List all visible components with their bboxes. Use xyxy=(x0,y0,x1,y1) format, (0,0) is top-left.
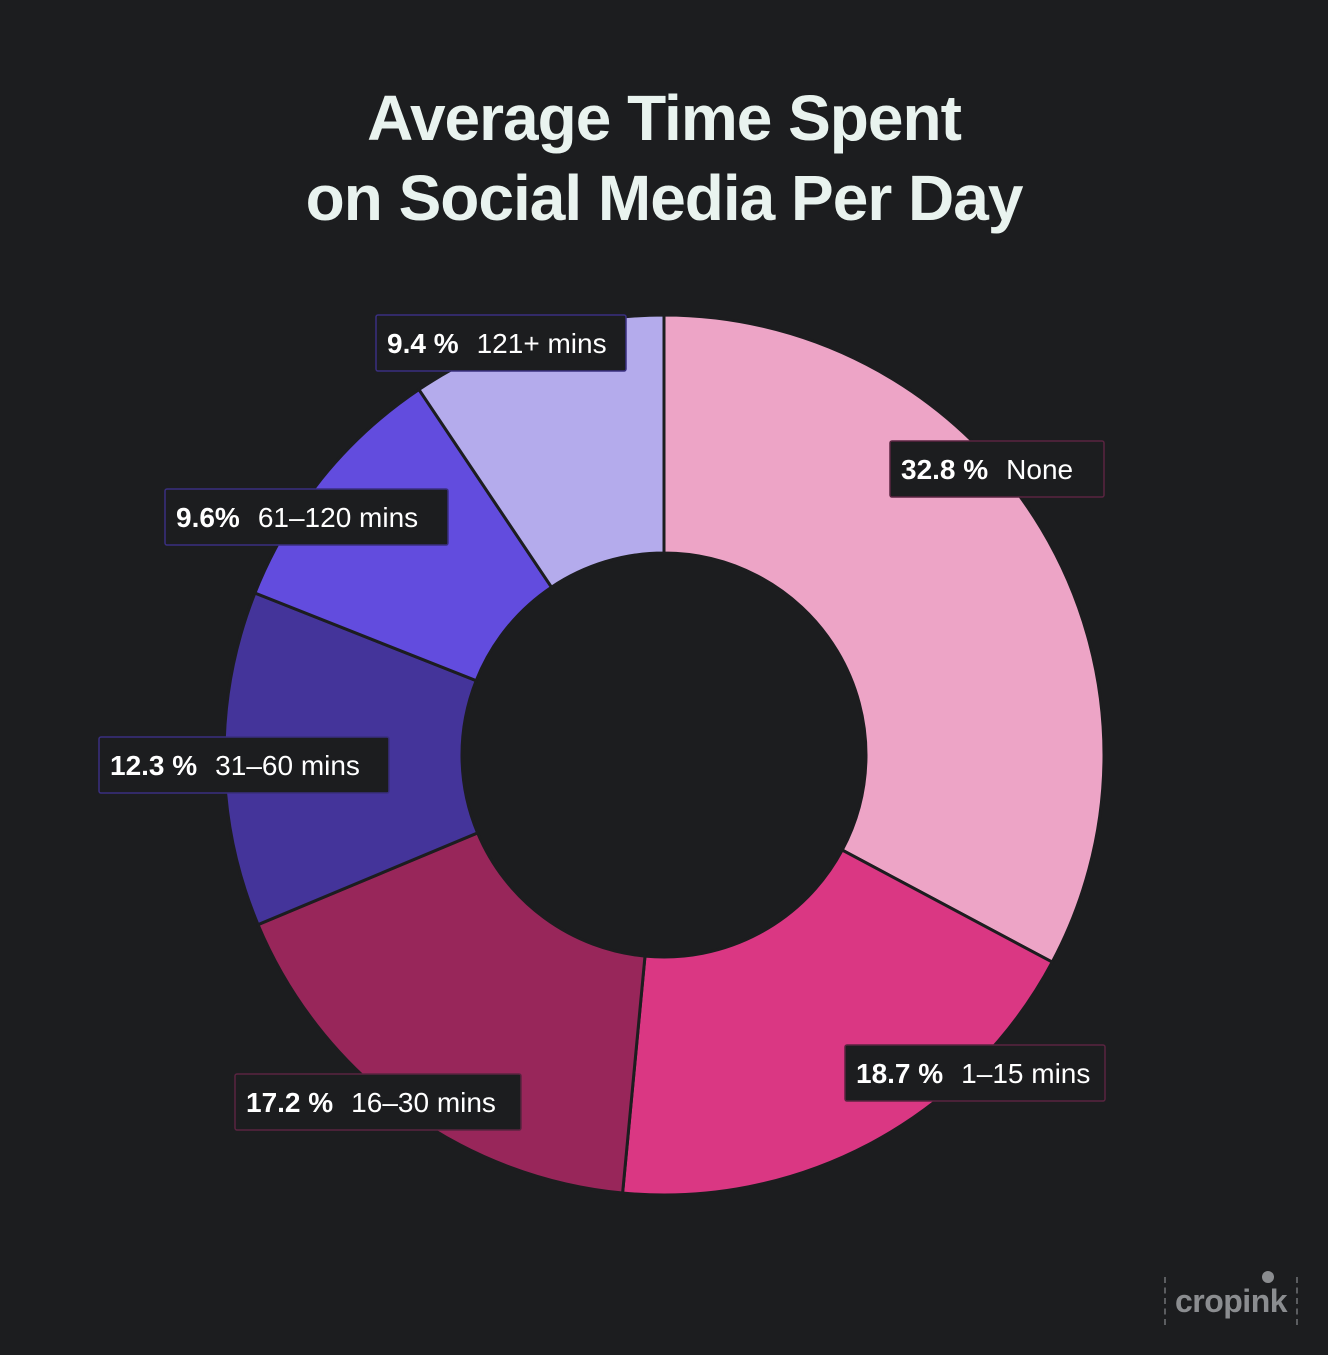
slice-label-box xyxy=(375,314,627,372)
slice-label-percent: 32.8 % xyxy=(901,454,988,485)
slice-label-percent: 18.7 % xyxy=(856,1058,943,1089)
slice-label-percent: 9.4 % xyxy=(387,328,459,359)
slice-label-box xyxy=(844,1044,1106,1102)
slice-label-text: 32.8 % None xyxy=(901,454,1073,485)
cropink-logo: cropink xyxy=(1164,1271,1298,1325)
slice-label: 9.6% 61–120 mins xyxy=(164,488,449,546)
slice-label-percent: 9.6% xyxy=(176,502,240,533)
slice-label-text: 17.2 % 16–30 mins xyxy=(246,1087,496,1118)
slice-label-text: 18.7 % 1–15 mins xyxy=(856,1058,1090,1089)
slice-label-box xyxy=(98,736,390,794)
logo-text: cropink xyxy=(1174,1283,1288,1319)
slice-label: 18.7 % 1–15 mins xyxy=(844,1044,1106,1102)
slice-label-box xyxy=(889,440,1105,498)
chart-title: Average Time Spent on Social Media Per D… xyxy=(0,78,1328,238)
donut-slice-16-30-mins xyxy=(256,830,647,1195)
donut-slice-none xyxy=(662,313,1106,965)
slice-label-percent: 17.2 % xyxy=(246,1087,333,1118)
chart-title-line-1: Average Time Spent xyxy=(367,82,962,154)
slice-label: 17.2 % 16–30 mins xyxy=(234,1073,522,1131)
slice-label-text: 9.4 % 121+ mins xyxy=(387,328,607,359)
slice-label-box xyxy=(234,1073,522,1131)
slice-label-category: None xyxy=(1006,454,1073,485)
slice-label-category: 61–120 mins xyxy=(258,502,418,533)
slice-label-category: 31–60 mins xyxy=(215,750,360,781)
slice-label-category: 1–15 mins xyxy=(961,1058,1090,1089)
slice-label-category: 16–30 mins xyxy=(351,1087,496,1118)
slice-labels: 32.8 % None 18.7 % 1–15 mins 17.2 % 16–30 min… xyxy=(98,314,1106,1131)
slice-label-box xyxy=(164,488,449,546)
logo-dot-icon xyxy=(1262,1271,1274,1283)
slice-label-category: 121+ mins xyxy=(477,328,607,359)
chart-title-line-2: on Social Media Per Day xyxy=(305,162,1024,234)
slice-label: 9.4 % 121+ mins xyxy=(375,314,627,372)
slice-label-text: 9.6% 61–120 mins xyxy=(176,502,418,533)
slice-label: 32.8 % None xyxy=(889,440,1105,498)
slice-label: 12.3 % 31–60 mins xyxy=(98,736,390,794)
slice-label-text: 12.3 % 31–60 mins xyxy=(110,750,360,781)
slice-label-percent: 12.3 % xyxy=(110,750,197,781)
